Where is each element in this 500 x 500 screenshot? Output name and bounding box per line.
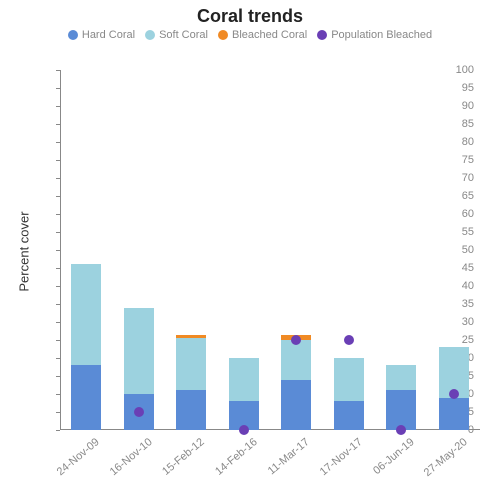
y-tick-label: 65 bbox=[462, 190, 474, 202]
legend-label: Soft Coral bbox=[159, 29, 208, 41]
y-tick-label: 70 bbox=[462, 172, 474, 184]
data-point bbox=[396, 425, 406, 435]
y-tick-mark bbox=[56, 394, 60, 395]
x-tick-label: 16-Nov-10 bbox=[107, 436, 154, 478]
data-point bbox=[239, 425, 249, 435]
bar-segment bbox=[334, 401, 364, 430]
bar-segment bbox=[439, 398, 469, 430]
y-tick-mark bbox=[56, 70, 60, 71]
y-tick-label: 55 bbox=[462, 226, 474, 238]
bar-segment bbox=[124, 308, 154, 394]
y-tick-label: 50 bbox=[462, 244, 474, 256]
y-tick-mark bbox=[56, 304, 60, 305]
legend-swatch bbox=[145, 30, 155, 40]
x-tick-label: 24-Nov-09 bbox=[55, 436, 102, 478]
coral-trends-chart: Coral trends Hard Coral Soft Coral Bleache… bbox=[0, 0, 500, 500]
y-tick-mark bbox=[56, 160, 60, 161]
y-tick-label: 25 bbox=[462, 334, 474, 346]
x-tick-label: 11-Mar-17 bbox=[266, 436, 312, 477]
data-point bbox=[449, 389, 459, 399]
bar-segment bbox=[176, 338, 206, 390]
bar-segment bbox=[281, 380, 311, 430]
y-tick-mark bbox=[56, 196, 60, 197]
y-tick-mark bbox=[56, 88, 60, 89]
y-tick-label: 75 bbox=[462, 154, 474, 166]
data-point bbox=[344, 335, 354, 345]
y-tick-mark bbox=[56, 358, 60, 359]
x-tick-label: 27-May-20 bbox=[421, 436, 469, 479]
data-point bbox=[134, 407, 144, 417]
y-tick-mark bbox=[56, 268, 60, 269]
legend-swatch bbox=[317, 30, 327, 40]
x-tick-label: 17-Nov-17 bbox=[317, 436, 364, 478]
x-tick-label: 06-Jun-19 bbox=[371, 436, 417, 477]
y-axis-label: Percent cover bbox=[17, 192, 32, 312]
legend-item: Hard Coral bbox=[68, 29, 135, 41]
y-tick-mark bbox=[56, 376, 60, 377]
bar-segment bbox=[176, 335, 206, 339]
y-tick-label: 40 bbox=[462, 280, 474, 292]
y-tick-label: 45 bbox=[462, 262, 474, 274]
legend-item: Population Bleached bbox=[317, 29, 432, 41]
data-point bbox=[291, 335, 301, 345]
bar-segment bbox=[71, 365, 101, 430]
y-tick-mark bbox=[56, 214, 60, 215]
x-tick-label: 14-Feb-16 bbox=[213, 436, 260, 478]
y-tick-mark bbox=[56, 322, 60, 323]
y-tick-mark bbox=[56, 106, 60, 107]
y-tick-label: 90 bbox=[462, 100, 474, 112]
bar-segment bbox=[176, 390, 206, 430]
y-tick-mark bbox=[56, 142, 60, 143]
y-tick-mark bbox=[56, 124, 60, 125]
y-tick-label: 60 bbox=[462, 208, 474, 220]
y-tick-label: 80 bbox=[462, 136, 474, 148]
bar-segment bbox=[281, 340, 311, 380]
y-tick-label: 95 bbox=[462, 82, 474, 94]
bar-segment bbox=[386, 365, 416, 390]
legend-label: Bleached Coral bbox=[232, 29, 307, 41]
y-tick-mark bbox=[56, 286, 60, 287]
y-tick-label: 30 bbox=[462, 316, 474, 328]
y-tick-label: 85 bbox=[462, 118, 474, 130]
y-tick-mark bbox=[56, 340, 60, 341]
legend-item: Soft Coral bbox=[145, 29, 208, 41]
y-tick-mark bbox=[56, 250, 60, 251]
y-tick-mark bbox=[56, 430, 60, 431]
legend-item: Bleached Coral bbox=[218, 29, 307, 41]
bar-segment bbox=[71, 264, 101, 365]
y-tick-mark bbox=[56, 232, 60, 233]
chart-title: Coral trends bbox=[0, 0, 500, 27]
y-axis-line bbox=[60, 70, 61, 430]
legend-swatch bbox=[218, 30, 228, 40]
y-tick-mark bbox=[56, 178, 60, 179]
legend: Hard Coral Soft Coral Bleached Coral Popula… bbox=[0, 29, 500, 41]
y-tick-mark bbox=[56, 412, 60, 413]
x-tick-label: 15-Feb-12 bbox=[160, 436, 207, 478]
y-tick-label: 100 bbox=[456, 64, 474, 76]
y-tick-label: 35 bbox=[462, 298, 474, 310]
legend-swatch bbox=[68, 30, 78, 40]
bar-segment bbox=[229, 358, 259, 401]
legend-label: Population Bleached bbox=[331, 29, 432, 41]
legend-label: Hard Coral bbox=[82, 29, 135, 41]
plot-area: 0510152025303540455055606570758085909510… bbox=[60, 70, 480, 430]
bar-segment bbox=[334, 358, 364, 401]
